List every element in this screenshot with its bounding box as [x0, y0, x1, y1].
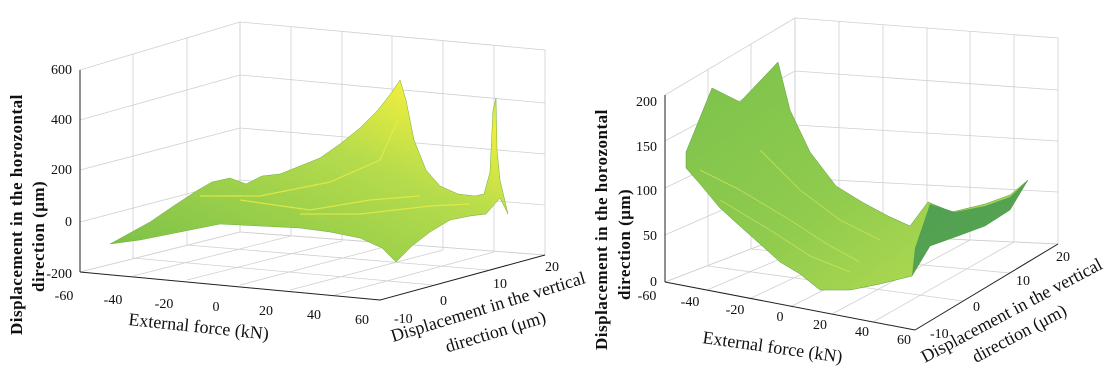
left-floor-grid [79, 231, 546, 301]
left-x-label: External force (kN) [127, 309, 269, 345]
svg-text:10: 10 [1016, 274, 1030, 289]
svg-text:-20: -20 [155, 297, 174, 312]
svg-text:0: 0 [650, 275, 657, 290]
svg-text:-200: -200 [46, 267, 72, 282]
svg-text:0: 0 [213, 300, 220, 315]
left-z-label: Displacement in the horozontal direction… [7, 94, 48, 335]
chart-right: 200 150 100 50 0 -60 -40 -20 0 20 40 60 … [592, 17, 1106, 368]
right-x-ticks: -60 -40 -20 0 20 40 60 [638, 289, 911, 348]
left-z-ticks: 600 400 200 0 -200 [46, 63, 72, 282]
right-surface [685, 61, 1029, 291]
svg-text:0: 0 [440, 294, 447, 309]
svg-text:0: 0 [777, 310, 784, 325]
svg-text:50: 50 [643, 229, 657, 244]
svg-text:0: 0 [65, 215, 72, 230]
svg-text:20: 20 [259, 304, 273, 319]
svg-text:60: 60 [897, 333, 911, 348]
right-x-axis [664, 281, 916, 331]
right-surface-ridges [699, 149, 881, 273]
right-surface-dark-patch [912, 180, 1028, 276]
svg-text:40: 40 [855, 325, 869, 340]
left-surface-ridges [200, 119, 471, 215]
svg-text:10: 10 [493, 277, 507, 292]
chart-left: 600 400 200 0 -200 -60 -40 -20 0 20 40 6… [7, 21, 588, 358]
svg-text:-60: -60 [638, 289, 657, 304]
svg-text:Displacement in the horozontal: Displacement in the horozontal [7, 94, 26, 335]
svg-text:400: 400 [51, 113, 72, 128]
right-z-label: Displacement in the horozontal direction… [592, 109, 634, 350]
svg-text:-60: -60 [55, 289, 74, 304]
left-y-label: Displacement in the vertical direction (… [388, 268, 587, 358]
left-y-axis [379, 254, 546, 301]
svg-text:-40: -40 [681, 295, 700, 310]
svg-text:20: 20 [1056, 250, 1070, 265]
svg-text:200: 200 [636, 95, 657, 110]
right-y-ticks: -10 0 10 20 [930, 250, 1070, 342]
left-x-ticks: -60 -40 -20 0 20 40 60 [55, 289, 369, 328]
svg-text:-10: -10 [394, 312, 413, 327]
svg-text:40: 40 [307, 308, 321, 323]
right-y-label: Displacement in the vertical direction (… [917, 254, 1105, 368]
svg-text:600: 600 [51, 63, 72, 78]
svg-text:-10: -10 [930, 327, 949, 342]
svg-text:200: 200 [51, 163, 72, 178]
svg-text:100: 100 [636, 184, 657, 199]
svg-text:150: 150 [636, 140, 657, 155]
svg-text:-20: -20 [726, 303, 745, 318]
svg-text:60: 60 [355, 313, 369, 328]
svg-text:20: 20 [545, 260, 559, 275]
svg-text:0: 0 [973, 300, 980, 315]
right-x-label: External force (kN) [701, 327, 843, 367]
svg-text:direction (μm): direction (μm) [615, 189, 634, 300]
right-y-axis [914, 243, 1059, 331]
svg-text:direction (μm): direction (μm) [29, 181, 48, 292]
left-y-ticks: -10 0 10 20 [394, 260, 559, 327]
svg-text:Displacement in the vertical: Displacement in the vertical [917, 254, 1105, 367]
right-z-ticks: 200 150 100 50 0 [636, 95, 657, 290]
left-x-axis [79, 271, 381, 301]
svg-text:Displacement in the horozontal: Displacement in the horozontal [592, 109, 611, 350]
svg-text:-40: -40 [104, 293, 123, 308]
left-surface [109, 79, 509, 263]
svg-text:20: 20 [813, 318, 827, 333]
